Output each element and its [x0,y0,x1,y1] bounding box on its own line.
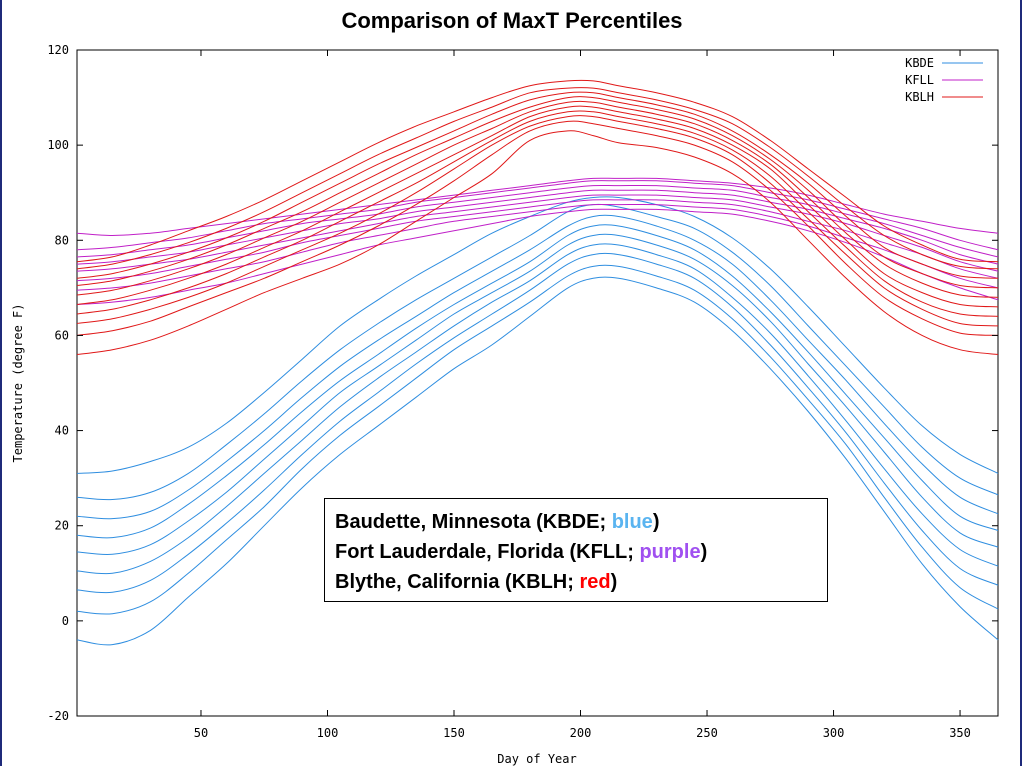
station-line-kfll-close: ) [700,541,708,563]
station-line-kblh-text: Blythe, California (KBLH; [335,571,580,593]
series-line-kblh-26 [76,79,999,263]
station-line-kblh: Blythe, California (KBLH; red) [335,567,817,597]
y-tick-label: -20 [47,709,69,723]
station-info-box: Baudette, Minnesota (KBDE; blue) Fort La… [324,498,828,602]
series-line-kblh-19 [76,115,999,327]
series-line-kblh-23 [76,96,999,289]
legend-label-kbde: KBDE [905,56,934,70]
station-line-kbde-text: Baudette, Minnesota (KBDE; [335,511,612,533]
series-line-kblh-25 [76,87,999,270]
x-tick-label: 250 [696,726,718,740]
y-tick-label: 80 [55,233,69,247]
series-line-kbde-6 [76,214,999,520]
series-line-kfll-15 [76,180,999,251]
x-axis-label: Day of Year [497,752,576,766]
series-line-kfll-13 [76,189,999,265]
series-line-kfll-9 [76,208,999,305]
x-tick-label: 50 [194,726,208,740]
chart-title: Comparison of MaxT Percentiles [341,8,683,33]
tick-layer: 50 100 150 200 250 300 350 -20 0 20 40 60 80 100 120 [47,43,998,740]
station-line-kfll-text: Fort Lauderdale, Florida (KFLL; [335,541,640,563]
station-line-kbde-close: ) [652,511,660,533]
station-line-kfll: Fort Lauderdale, Florida (KFLL; purple) [335,537,817,567]
y-axis-label: Temperature (degree F) [11,304,25,463]
x-tick-label: 150 [443,726,465,740]
x-tick-label: 200 [570,726,592,740]
series-line-kbde-2 [76,252,999,594]
series-line-kbde-8 [76,196,999,474]
x-tick-label: 100 [317,726,339,740]
series-line-kbde-5 [76,224,999,539]
legend-label-kblh: KBLH [905,90,934,104]
series-line-kbde-3 [76,243,999,575]
y-tick-label: 40 [55,424,69,438]
series-line-kblh-21 [76,105,999,308]
station-line-kblh-color-word: red [579,571,611,593]
station-line-kbde: Baudette, Minnesota (KBDE; blue) [335,507,817,537]
series-line-kbde-7 [76,203,999,501]
y-tick-label: 0 [62,614,69,628]
plot-area-border [76,49,999,717]
y-tick-label: 100 [47,138,69,152]
series-line-kblh-17 [76,130,999,355]
y-tick-label: 20 [55,519,69,533]
station-line-kblh-close: ) [610,571,618,593]
y-tick-label: 60 [55,328,69,342]
series-line-kbde-1 [76,264,999,615]
series-line-kfll-16 [76,177,999,237]
series-line-kblh-20 [76,110,999,317]
station-line-kbde-color-word: blue [611,511,653,533]
series-layer [76,79,999,646]
series-line-kblh-24 [76,91,999,279]
x-tick-label: 300 [823,726,845,740]
legend: KBDE KFLL KBLH [905,56,983,104]
series-line-kblh-22 [76,100,999,298]
x-tick-label: 350 [949,726,971,740]
legend-label-kfll: KFLL [905,73,934,87]
series-line-kbde-4 [76,233,999,556]
y-tick-label: 120 [47,43,69,57]
series-line-kbde-0 [76,276,999,646]
station-line-kfll-color-word: purple [639,541,701,563]
series-line-kblh-18 [76,120,999,336]
